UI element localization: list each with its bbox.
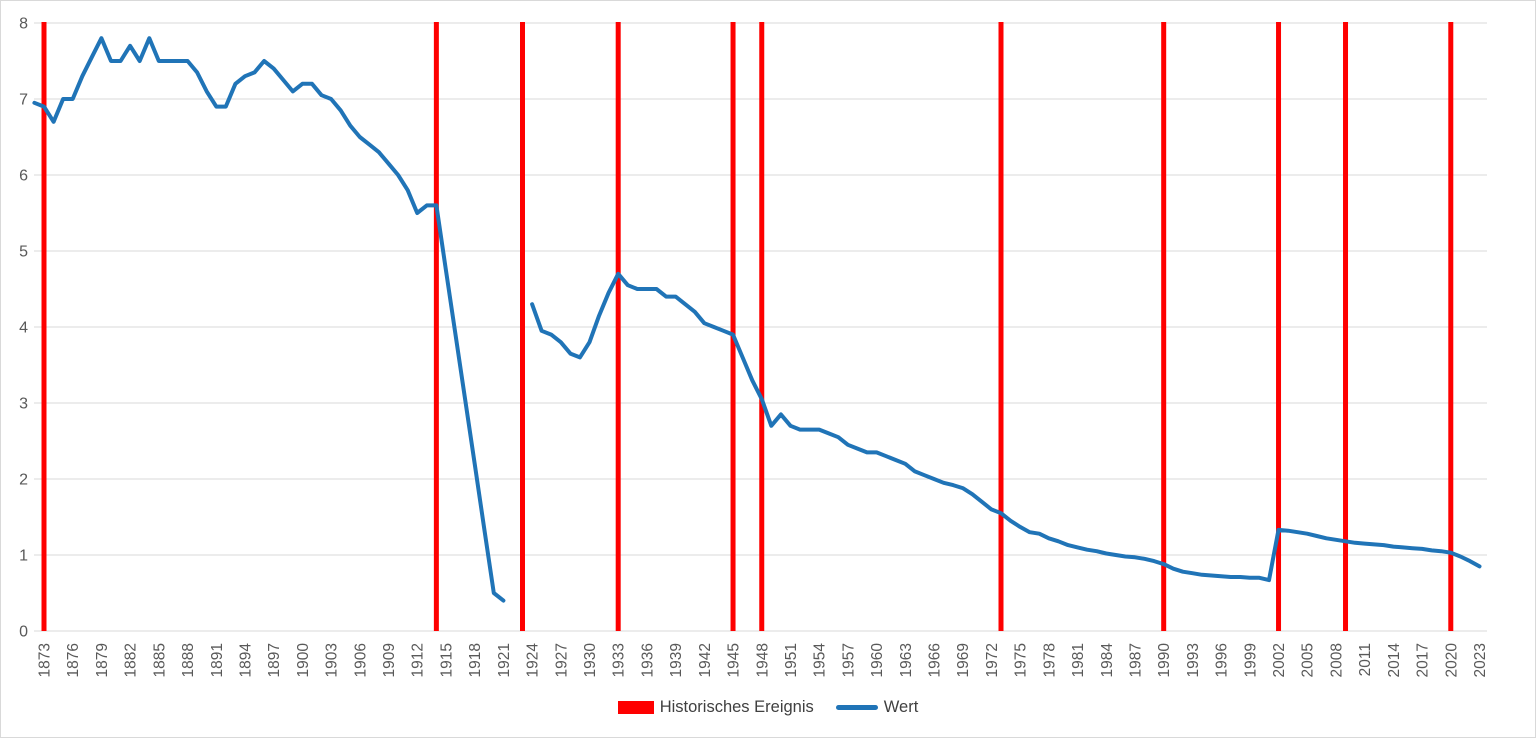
- x-tick-label-1897: 1897: [266, 643, 283, 677]
- x-tick-label-1966: 1966: [927, 643, 944, 677]
- x-tick-label-1936: 1936: [639, 643, 656, 677]
- x-tick-label-1951: 1951: [783, 643, 800, 677]
- x-tick-label-1990: 1990: [1156, 643, 1173, 678]
- x-tick-label-1912: 1912: [410, 643, 427, 677]
- x-tick-label-2017: 2017: [1415, 643, 1432, 677]
- legend-swatch-blue-line: [835, 705, 878, 710]
- x-tick-label-1999: 1999: [1242, 643, 1259, 677]
- x-tick-label-1873: 1873: [37, 643, 54, 677]
- x-tick-label-1909: 1909: [381, 643, 398, 677]
- x-tick-label-2011: 2011: [1357, 643, 1374, 676]
- x-tick-label-1885: 1885: [151, 643, 168, 677]
- x-tick-label-1942: 1942: [697, 643, 714, 677]
- x-tick-label-1915: 1915: [438, 643, 455, 677]
- x-tick-label-1984: 1984: [1099, 643, 1116, 678]
- x-tick-label-1891: 1891: [209, 643, 226, 677]
- chart-legend: Historisches Ereignis Wert: [1, 698, 1535, 717]
- y-tick-label-2: 2: [19, 472, 28, 489]
- x-tick-label-1924: 1924: [525, 643, 542, 678]
- x-tick-label-2020: 2020: [1443, 643, 1460, 678]
- x-tick-label-1972: 1972: [984, 643, 1001, 677]
- y-tick-label-6: 6: [19, 168, 28, 185]
- x-tick-label-1948: 1948: [754, 643, 771, 677]
- x-tick-label-1993: 1993: [1185, 643, 1202, 677]
- x-tick-label-2005: 2005: [1300, 643, 1317, 677]
- x-tick-label-1975: 1975: [1013, 643, 1030, 677]
- legend-item-wert: Wert: [835, 698, 919, 717]
- y-tick-label-8: 8: [19, 16, 28, 33]
- x-tick-label-1879: 1879: [94, 643, 111, 677]
- y-tick-label-3: 3: [19, 396, 28, 413]
- x-tick-label-2014: 2014: [1386, 643, 1403, 678]
- x-tick-label-1963: 1963: [898, 643, 915, 677]
- x-tick-label-1987: 1987: [1127, 643, 1144, 677]
- legend-label-historisches-ereignis: Historisches Ereignis: [659, 698, 814, 716]
- x-tick-label-1978: 1978: [1041, 643, 1058, 677]
- x-tick-label-1894: 1894: [237, 643, 254, 678]
- legend-item-historisches-ereignis: Historisches Ereignis: [617, 698, 814, 717]
- x-tick-label-1933: 1933: [611, 643, 628, 677]
- x-tick-label-1882: 1882: [123, 643, 140, 677]
- x-tick-label-1939: 1939: [668, 643, 685, 677]
- x-tick-label-2002: 2002: [1271, 643, 1288, 677]
- x-tick-label-1876: 1876: [65, 643, 82, 677]
- y-tick-label-4: 4: [19, 320, 28, 337]
- x-tick-label-1906: 1906: [352, 643, 369, 677]
- x-tick-label-2008: 2008: [1328, 643, 1345, 677]
- legend-swatch-red-rect: [617, 701, 654, 714]
- x-tick-label-2023: 2023: [1472, 643, 1489, 677]
- x-tick-label-1969: 1969: [955, 643, 972, 677]
- y-tick-label-5: 5: [19, 244, 28, 261]
- x-tick-label-1918: 1918: [467, 643, 484, 677]
- x-tick-label-1996: 1996: [1214, 643, 1231, 677]
- x-tick-label-1960: 1960: [869, 643, 886, 678]
- y-tick-label-7: 7: [19, 92, 28, 109]
- x-tick-label-1900: 1900: [295, 643, 312, 678]
- x-tick-label-1921: 1921: [496, 643, 513, 677]
- x-tick-label-1945: 1945: [726, 643, 743, 677]
- x-tick-label-1888: 1888: [180, 643, 197, 677]
- x-tick-label-1981: 1981: [1070, 643, 1087, 677]
- x-tick-label-1903: 1903: [324, 643, 341, 677]
- x-tick-label-1957: 1957: [840, 643, 857, 677]
- y-tick-label-0: 0: [19, 624, 28, 641]
- x-tick-label-1954: 1954: [812, 643, 829, 678]
- x-tick-label-1930: 1930: [582, 643, 599, 678]
- y-tick-label-1: 1: [19, 548, 28, 565]
- legend-label-wert: Wert: [883, 698, 919, 716]
- wert-line-series: [32, 36, 1482, 603]
- x-tick-label-1927: 1927: [553, 643, 570, 677]
